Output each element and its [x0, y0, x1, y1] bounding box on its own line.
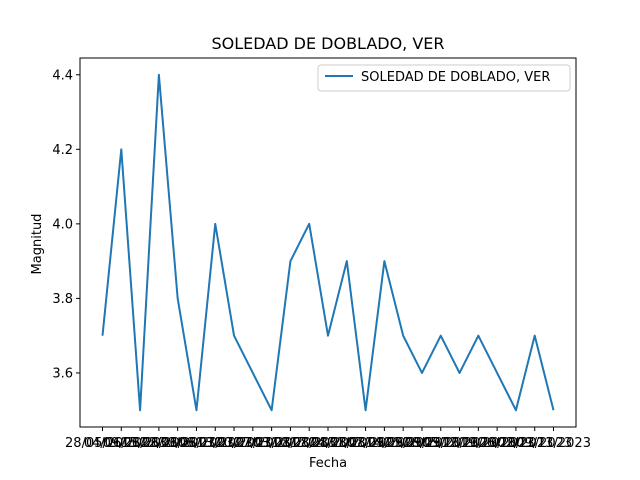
- x-tick-label: 05/10/2023: [422, 436, 497, 451]
- y-tick-label: 4.2: [52, 143, 73, 158]
- x-tick-label: 24/08/2023: [309, 436, 384, 451]
- x-tick-label: 03/08/2023: [253, 436, 328, 451]
- x-tick-label: 22/06/2023: [140, 436, 215, 451]
- x-tick-label: 17/08/2023: [291, 436, 366, 451]
- x-tick-label: 06/07/2023: [178, 436, 253, 451]
- x-tick-label: 10/08/2023: [272, 436, 347, 451]
- y-tick-label: 4.0: [52, 217, 73, 232]
- plot-area: [101, 73, 555, 412]
- x-tick-label: 27/07/2023: [234, 436, 309, 451]
- x-tick-label: 21/09/2023: [384, 436, 459, 451]
- x-tick-label: 04/06/2023: [84, 436, 159, 451]
- chart-title: SOLEDAD DE DOBLADO, VER: [211, 34, 444, 53]
- x-tick-label: 28/05/2023: [65, 436, 140, 451]
- y-axis: 3.6 3.8 4.0 4.2 4.4: [52, 68, 80, 381]
- y-tick-label: 3.8: [52, 292, 73, 307]
- x-tick-label: 09/11/2023: [516, 436, 591, 451]
- axes-frame: [79, 57, 577, 428]
- x-tick-label: 28/09/2023: [403, 436, 478, 451]
- x-tick-label: 12/10/2023: [441, 436, 516, 451]
- x-tick-label: 19/10/2023: [460, 436, 535, 451]
- x-tick-label: 14/09/2023: [366, 436, 441, 451]
- legend-frame: [317, 64, 571, 92]
- y-axis-label: Magnitud: [30, 214, 45, 275]
- x-tick-label: 09/06/2023: [103, 436, 178, 451]
- x-axis: 28/05/202304/06/202309/06/202315/06/2023…: [65, 427, 591, 451]
- x-tick-label: 30/06/2023: [159, 436, 234, 451]
- x-axis-label: Fecha: [309, 456, 347, 471]
- y-tick-label: 3.6: [52, 366, 73, 381]
- x-tick-label: 13/07/2023: [197, 436, 272, 451]
- x-tick-label: 26/10/2023: [478, 436, 553, 451]
- series-line: [101, 73, 555, 412]
- x-tick-label: 07/09/2023: [347, 436, 422, 451]
- x-tick-label: 31/08/2023: [328, 436, 403, 451]
- legend-label: SOLEDAD DE DOBLADO, VER: [361, 70, 550, 85]
- legend: SOLEDAD DE DOBLADO, VER: [317, 64, 571, 92]
- y-tick-label: 4.4: [52, 68, 73, 83]
- x-tick-label: 02/11/2023: [497, 436, 572, 451]
- x-tick-label: 20/07/2023: [215, 436, 290, 451]
- x-tick-label: 15/06/2023: [121, 436, 196, 451]
